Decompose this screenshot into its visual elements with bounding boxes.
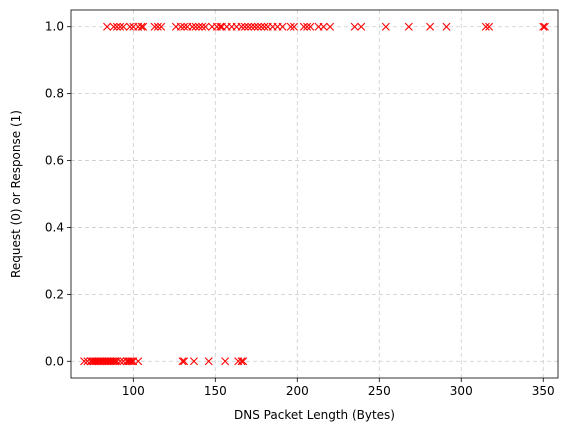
data-point	[250, 22, 259, 31]
data-point	[127, 357, 136, 366]
data-point	[426, 22, 435, 31]
data-point	[290, 22, 298, 31]
x-tick-label: 250	[368, 384, 391, 398]
data-point	[357, 22, 366, 31]
data-point	[180, 357, 189, 366]
data-point	[539, 22, 548, 31]
data-point	[80, 357, 89, 366]
data-point	[239, 357, 248, 366]
data-point	[221, 357, 230, 366]
data-point	[278, 22, 287, 31]
data-point	[299, 22, 308, 31]
data-point	[198, 22, 207, 31]
data-point	[153, 22, 162, 31]
data-markers	[80, 22, 549, 366]
data-point	[137, 22, 146, 31]
data-point	[116, 357, 125, 366]
data-point	[109, 357, 118, 366]
y-tick-label: 1.0	[45, 20, 64, 34]
data-point	[176, 22, 185, 31]
y-tick-label: 0.8	[45, 87, 64, 101]
data-point	[204, 357, 213, 366]
data-point	[350, 22, 359, 31]
data-point	[216, 22, 225, 31]
x-axis-ticks: 100 150 200 250 300 350	[122, 378, 555, 398]
data-point	[303, 22, 312, 31]
data-point	[126, 22, 135, 31]
data-point	[178, 357, 187, 366]
data-point	[116, 22, 125, 31]
x-tick-label: 150	[204, 384, 227, 398]
x-tick-label: 300	[450, 384, 473, 398]
x-tick-label: 350	[532, 384, 555, 398]
data-point	[253, 22, 262, 31]
x-tick-label: 200	[286, 384, 309, 398]
data-point	[319, 22, 328, 31]
y-tick-label: 0.2	[45, 287, 64, 301]
data-point	[540, 22, 549, 31]
data-point	[191, 22, 200, 31]
data-point	[134, 357, 143, 366]
data-point	[306, 22, 315, 31]
data-point	[180, 22, 189, 31]
data-point	[139, 22, 148, 31]
data-point	[286, 22, 295, 31]
data-point	[109, 22, 118, 31]
data-point	[157, 22, 166, 31]
data-point	[481, 22, 490, 31]
data-point	[257, 22, 266, 31]
data-point	[188, 22, 197, 31]
grid	[71, 10, 558, 378]
x-tick-label: 100	[122, 384, 145, 398]
data-point	[103, 22, 112, 31]
y-axis-ticks: 0.0 0.2 0.4 0.6 0.8 1.0	[45, 20, 71, 368]
data-point	[485, 22, 494, 31]
data-point	[240, 22, 249, 31]
data-point	[112, 357, 121, 366]
data-point	[119, 22, 128, 31]
data-point	[326, 22, 335, 31]
y-axis-label: Request (0) or Response (1)	[9, 110, 23, 278]
plot-frame	[70, 9, 559, 379]
y-tick-label: 0.6	[45, 154, 64, 168]
data-point	[442, 22, 451, 31]
data-point	[260, 22, 269, 31]
data-point	[247, 22, 256, 31]
data-point	[189, 357, 198, 366]
data-point	[150, 22, 159, 31]
data-point	[244, 22, 253, 31]
data-point	[194, 22, 203, 31]
y-tick-label: 0.4	[45, 220, 64, 234]
data-point	[201, 22, 210, 31]
data-point	[381, 22, 390, 31]
data-point	[237, 22, 246, 31]
x-axis-label: DNS Packet Length (Bytes)	[234, 408, 395, 422]
y-tick-label: 0.0	[45, 354, 64, 368]
data-point	[237, 357, 246, 366]
data-point	[404, 22, 413, 31]
data-point	[112, 22, 121, 31]
data-point	[126, 357, 135, 366]
